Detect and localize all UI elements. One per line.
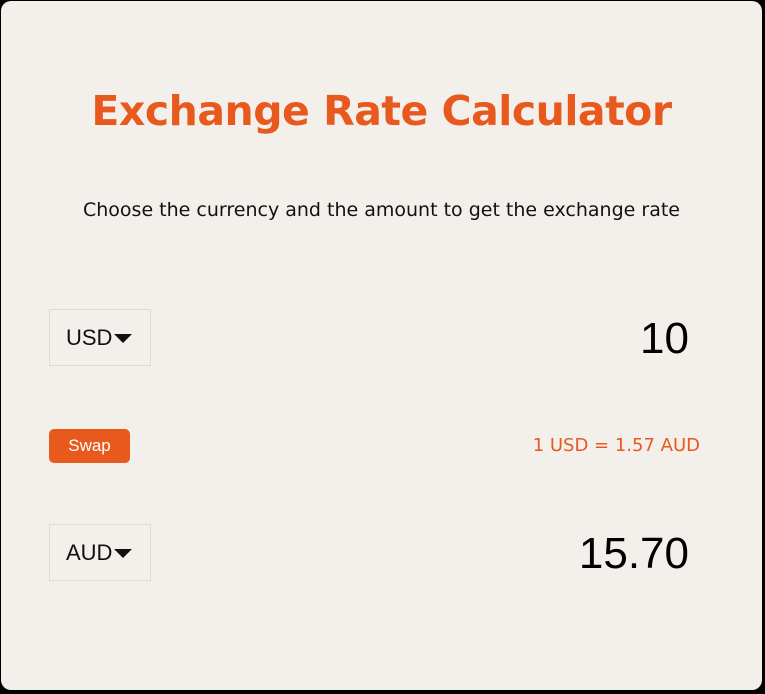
to-currency-select[interactable]: AUD <box>49 524 151 581</box>
caret-down-icon <box>114 334 133 343</box>
page-title: Exchange Rate Calculator <box>91 87 672 135</box>
from-currency-label: USD <box>66 324 113 350</box>
page-subtitle: Choose the currency and the amount to ge… <box>83 199 680 221</box>
to-currency-label: AUD <box>66 539 113 565</box>
from-amount-input[interactable]: 10 <box>640 314 689 363</box>
swap-button[interactable]: Swap <box>49 429 130 463</box>
from-currency-select[interactable]: USD <box>49 309 151 366</box>
to-amount-output: 15.70 <box>578 529 689 578</box>
caret-down-icon <box>114 549 133 558</box>
exchange-rate-text: 1 USD = 1.57 AUD <box>532 435 700 456</box>
